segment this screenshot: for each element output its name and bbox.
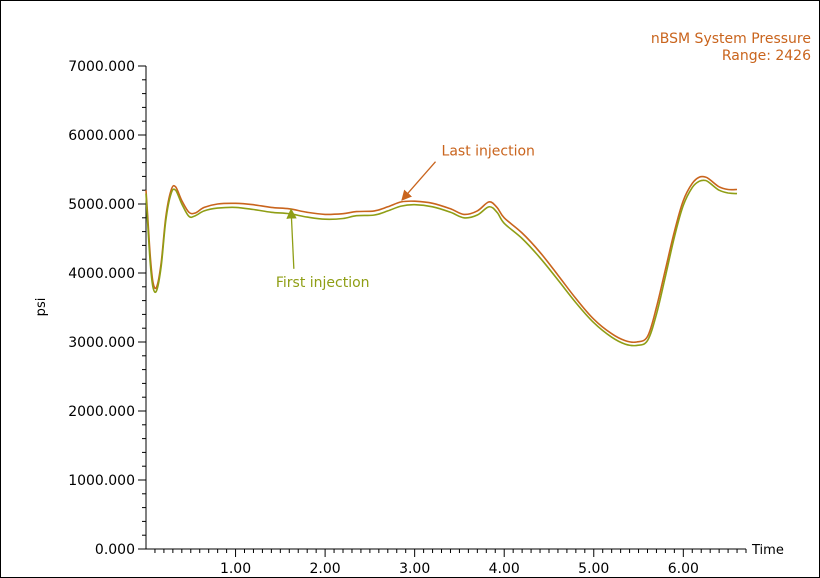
y-axis-title: psi [34,298,49,317]
annotation-last-injection-label: Last injection [442,144,535,160]
annotation-layer: Last injection First injection [276,144,535,291]
x-tick-label: 6.00 [668,561,699,577]
annotation-last-injection-arrow [401,161,437,201]
y-tick-label: 6000.000 [68,128,135,144]
chart-subtitle: Range: 2426 [722,48,811,64]
x-tick-label: 1.00 [220,561,251,577]
y-axis-ticks: 0.000 1000.000 2000.000 3000.000 4000.000 500… [68,59,146,558]
x-tick-label: 5.00 [578,561,609,577]
y-tick-label: 1000.000 [68,473,135,489]
y-tick-label: 7000.000 [68,59,135,75]
x-axis-ticks: 1.00 2.00 3.00 4.00 5.00 6.00 [154,549,747,577]
annotation-first-injection-label: First injection [276,275,370,291]
x-tick-label: 3.00 [399,561,430,577]
chart-title: nBSM System Pressure [651,31,811,47]
x-tick-label: 4.00 [489,561,520,577]
y-tick-label: 2000.000 [68,404,135,420]
y-tick-label: 0.000 [95,542,135,558]
y-tick-label: 4000.000 [68,266,135,282]
y-tick-label: 5000.000 [68,197,135,213]
axes [145,66,746,550]
series-first-injection [145,179,738,347]
y-tick-label: 3000.000 [68,335,135,351]
x-tick-label: 2.00 [310,561,341,577]
x-axis-title: Time [751,543,784,558]
series-layer [145,175,738,347]
annotation-first-injection-arrow [286,208,297,269]
series-last-injection [145,175,738,344]
